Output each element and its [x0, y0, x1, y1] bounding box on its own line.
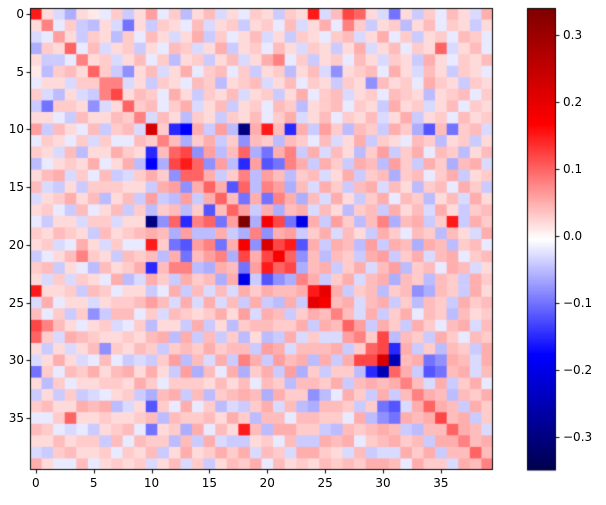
figure: 0 5 10 15 20 25 30 35 0 5 10 15 20 25 30 35 0.3 0.2 0.1 0.0… [0, 0, 606, 505]
correlation-heatmap-canvas [0, 0, 606, 505]
